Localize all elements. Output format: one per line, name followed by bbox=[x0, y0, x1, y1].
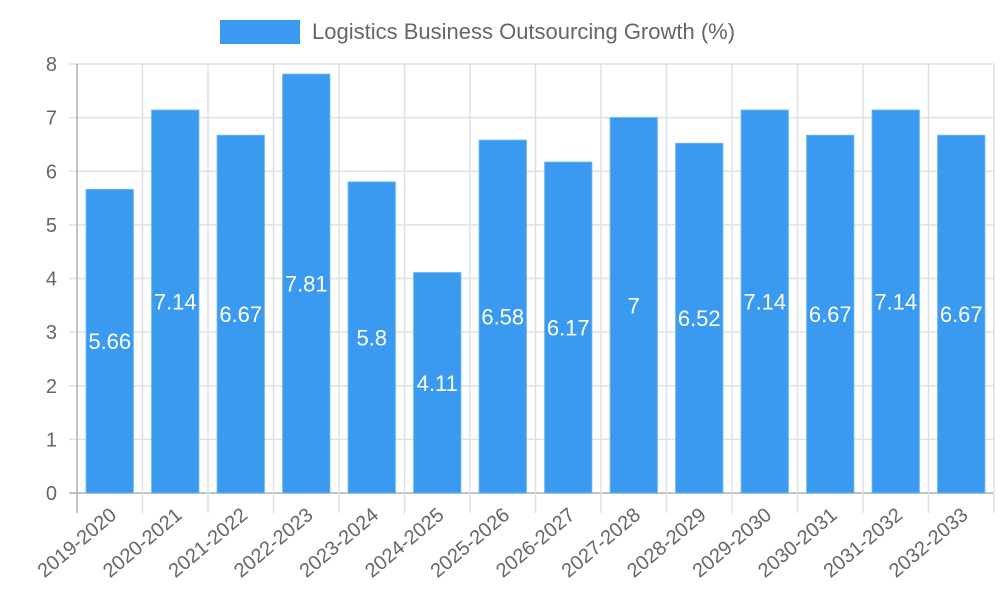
y-tick-label: 7 bbox=[46, 108, 57, 130]
bar-group[interactable]: 6.67 bbox=[806, 134, 855, 494]
y-tick-label: 3 bbox=[46, 322, 57, 344]
bar[interactable] bbox=[216, 134, 265, 494]
x-axis: 2019-20202020-20212021-20222022-20232023… bbox=[34, 504, 973, 582]
bar[interactable] bbox=[282, 73, 331, 494]
legend-swatch bbox=[220, 20, 300, 44]
bar-group[interactable]: 5.8 bbox=[347, 181, 396, 494]
bar-group[interactable]: 7.81 bbox=[282, 73, 331, 494]
bar[interactable] bbox=[740, 109, 789, 494]
legend[interactable]: Logistics Business Outsourcing Growth (%… bbox=[220, 19, 735, 44]
bar-group[interactable]: 7 bbox=[609, 117, 658, 494]
y-axis: 0 1 2 3 4 5 6 7 8 bbox=[46, 54, 57, 505]
bar-value-label: 7 bbox=[628, 293, 640, 318]
bar-value-label: 6.52 bbox=[678, 306, 721, 331]
bar-value-label: 5.66 bbox=[88, 329, 131, 354]
bar-group[interactable]: 6.17 bbox=[544, 161, 593, 494]
bar-group[interactable]: 7.14 bbox=[871, 109, 920, 494]
bar-group[interactable]: 6.52 bbox=[675, 142, 724, 494]
bar[interactable] bbox=[413, 272, 462, 494]
bar-value-label: 7.14 bbox=[874, 290, 917, 315]
bar-value-label: 7.81 bbox=[285, 272, 328, 297]
bar-value-label: 7.14 bbox=[154, 290, 197, 315]
bar-value-label: 6.67 bbox=[940, 302, 983, 327]
bar-value-label: 4.11 bbox=[417, 371, 458, 396]
bar[interactable] bbox=[937, 134, 986, 494]
bar-group[interactable]: 5.66 bbox=[85, 188, 134, 494]
bar-value-label: 6.17 bbox=[547, 316, 590, 341]
bar-value-label: 6.67 bbox=[219, 302, 262, 327]
legend-label: Logistics Business Outsourcing Growth (%… bbox=[312, 19, 735, 44]
bar[interactable] bbox=[609, 117, 658, 494]
bar-value-label: 7.14 bbox=[743, 290, 786, 315]
bar[interactable] bbox=[85, 188, 134, 494]
y-tick-label: 6 bbox=[46, 161, 57, 183]
bar-value-label: 6.58 bbox=[481, 305, 524, 330]
bar[interactable] bbox=[347, 181, 396, 494]
bar[interactable] bbox=[544, 161, 593, 494]
y-tick-label: 2 bbox=[46, 376, 57, 398]
bar-group[interactable]: 6.67 bbox=[216, 134, 265, 494]
y-tick-label: 0 bbox=[46, 483, 57, 505]
y-tick-label: 1 bbox=[46, 429, 57, 451]
bar[interactable] bbox=[806, 134, 855, 494]
grid-lines bbox=[69, 63, 995, 513]
bar-group[interactable]: 7.14 bbox=[151, 109, 200, 494]
bar-group[interactable]: 4.11 bbox=[413, 272, 462, 494]
bar-group[interactable]: 6.67 bbox=[937, 134, 986, 494]
bar[interactable] bbox=[151, 109, 200, 494]
bar[interactable] bbox=[675, 142, 724, 494]
y-tick-label: 8 bbox=[46, 54, 57, 76]
bar[interactable] bbox=[478, 139, 527, 494]
bar-value-label: 5.8 bbox=[356, 325, 387, 350]
bar[interactable] bbox=[871, 109, 920, 494]
y-tick-label: 5 bbox=[46, 215, 57, 237]
bar-value-label: 6.67 bbox=[809, 302, 852, 327]
y-tick-label: 4 bbox=[46, 269, 57, 291]
bar-group[interactable]: 6.58 bbox=[478, 139, 527, 494]
bars: 5.66 7.14 6.67 7.81 5.8 4.11 6.58 6.17 7 6.52 7.14… bbox=[85, 73, 986, 494]
bar-group[interactable]: 7.14 bbox=[740, 109, 789, 494]
